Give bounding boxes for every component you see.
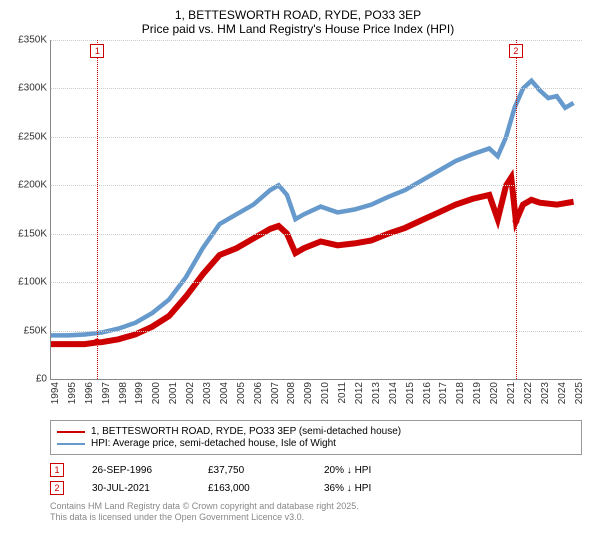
x-tick-label: 2020 — [489, 382, 500, 404]
x-tick-label: 2000 — [151, 382, 162, 404]
x-tick-label: 2003 — [202, 382, 213, 404]
gridline — [51, 88, 582, 89]
x-tick-label: 2013 — [371, 382, 382, 404]
marker-price: £163,000 — [208, 483, 296, 494]
gridline — [51, 137, 582, 138]
marker-badge: 1 — [50, 463, 64, 477]
x-tick-label: 2018 — [455, 382, 466, 404]
legend-item: 1, BETTESWORTH ROAD, RYDE, PO33 3EP (sem… — [57, 426, 575, 437]
x-tick-label: 2005 — [236, 382, 247, 404]
x-tick-label: 2007 — [270, 382, 281, 404]
x-tick-label: 2001 — [168, 382, 179, 404]
marker-price: £37,750 — [208, 465, 296, 476]
x-tick-label: 1997 — [101, 382, 112, 404]
x-tick-label: 2008 — [286, 382, 297, 404]
x-tick-label: 1998 — [118, 382, 129, 404]
legend-item: HPI: Average price, semi-detached house,… — [57, 438, 575, 449]
plot-area: £0£50K£100K£150K£200K£250K£300K£350K12 — [50, 40, 582, 380]
x-tick-label: 2006 — [253, 382, 264, 404]
chart-svg — [51, 40, 582, 379]
x-tick-label: 2011 — [337, 382, 348, 404]
marker-delta: 36% ↓ HPI — [324, 483, 412, 494]
marker-row: 2 30-JUL-2021 £163,000 36% ↓ HPI — [50, 481, 582, 495]
footnote-line: This data is licensed under the Open Gov… — [50, 512, 582, 523]
chart-title-line1: 1, BETTESWORTH ROAD, RYDE, PO33 3EP — [8, 8, 588, 22]
x-tick-label: 2022 — [523, 382, 534, 404]
chart-title-block: 1, BETTESWORTH ROAD, RYDE, PO33 3EP Pric… — [8, 8, 588, 36]
data-point — [512, 218, 519, 225]
y-tick-label: £300K — [7, 83, 47, 94]
x-tick-label: 2021 — [506, 382, 517, 404]
event-badge: 2 — [509, 44, 523, 58]
event-line — [516, 40, 517, 379]
event-line — [97, 40, 98, 379]
x-tick-label: 2016 — [422, 382, 433, 404]
x-tick-label: 2025 — [574, 382, 585, 404]
x-tick-label: 1999 — [134, 382, 145, 404]
x-axis-ticks: 1994 1995 1996 1997 1998 1999 2000 2001 2002 2003… — [50, 380, 582, 414]
marker-date: 30-JUL-2021 — [92, 483, 180, 494]
x-tick-label: 2009 — [303, 382, 314, 404]
marker-date: 26-SEP-1996 — [92, 465, 180, 476]
x-tick-label: 2014 — [388, 382, 399, 404]
x-tick-label: 2010 — [320, 382, 331, 404]
x-tick-label: 1994 — [50, 382, 61, 404]
plot-wrapper: £0£50K£100K£150K£200K£250K£300K£350K12 1… — [8, 40, 588, 414]
marker-delta: 20% ↓ HPI — [324, 465, 412, 476]
footnote: Contains HM Land Registry data © Crown c… — [50, 501, 582, 524]
marker-row: 1 26-SEP-1996 £37,750 20% ↓ HPI — [50, 463, 582, 477]
x-tick-label: 1995 — [67, 382, 78, 404]
y-tick-label: £50K — [7, 325, 47, 336]
x-tick-label: 2012 — [354, 382, 365, 404]
legend-swatch — [57, 443, 85, 445]
gridline — [51, 282, 582, 283]
x-tick-label: 2019 — [472, 382, 483, 404]
gridline — [51, 40, 582, 41]
series-price_paid — [51, 178, 574, 345]
y-tick-label: £100K — [7, 277, 47, 288]
chart-title-line2: Price paid vs. HM Land Registry's House … — [8, 22, 588, 36]
legend-label: HPI: Average price, semi-detached house,… — [91, 438, 336, 449]
y-tick-label: £0 — [7, 374, 47, 385]
x-tick-label: 2024 — [557, 382, 568, 404]
gridline — [51, 185, 582, 186]
legend: 1, BETTESWORTH ROAD, RYDE, PO33 3EP (sem… — [50, 420, 582, 455]
x-tick-label: 2002 — [185, 382, 196, 404]
gridline — [51, 331, 582, 332]
y-tick-label: £200K — [7, 180, 47, 191]
x-tick-label: 2017 — [438, 382, 449, 404]
y-tick-label: £350K — [7, 35, 47, 46]
x-tick-label: 2015 — [405, 382, 416, 404]
x-tick-label: 1996 — [84, 382, 95, 404]
data-point — [94, 339, 101, 346]
y-tick-label: £250K — [7, 131, 47, 142]
legend-swatch — [57, 431, 85, 433]
legend-label: 1, BETTESWORTH ROAD, RYDE, PO33 3EP (sem… — [91, 426, 401, 437]
markers-table: 1 26-SEP-1996 £37,750 20% ↓ HPI 2 30-JUL… — [50, 463, 582, 495]
marker-badge: 2 — [50, 481, 64, 495]
x-tick-label: 2004 — [219, 382, 230, 404]
chart-container: 1, BETTESWORTH ROAD, RYDE, PO33 3EP Pric… — [0, 0, 600, 560]
y-tick-label: £150K — [7, 228, 47, 239]
x-tick-label: 2023 — [540, 382, 551, 404]
gridline — [51, 234, 582, 235]
event-badge: 1 — [90, 44, 104, 58]
footnote-line: Contains HM Land Registry data © Crown c… — [50, 501, 582, 512]
